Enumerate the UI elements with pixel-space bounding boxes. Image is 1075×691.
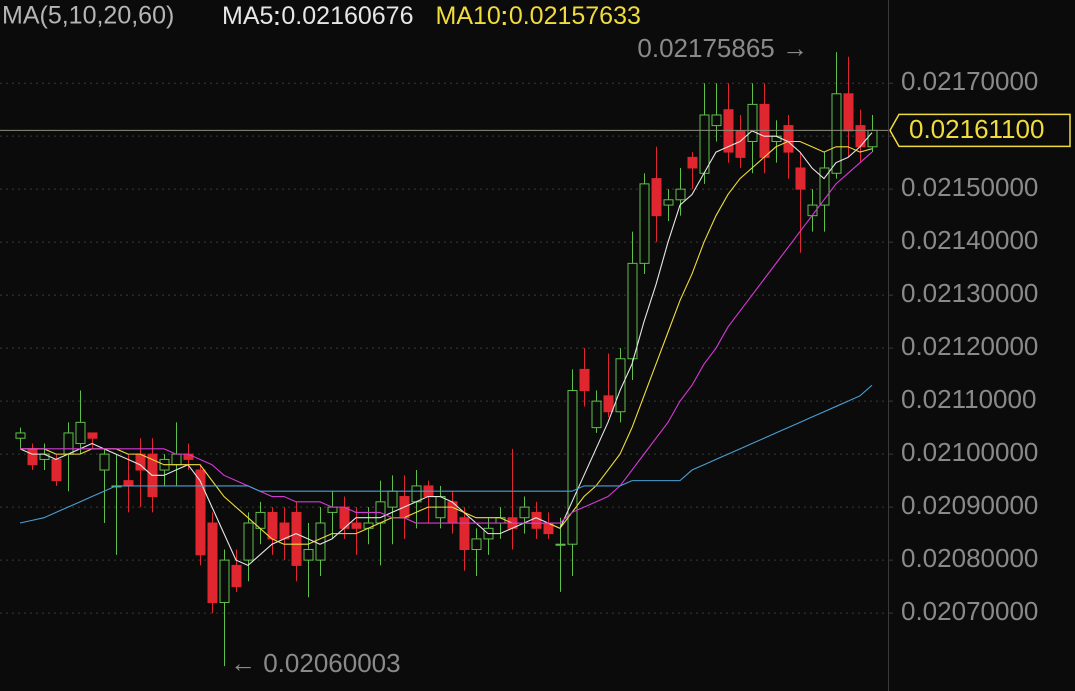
- y-tick-label: 0.02150000: [901, 172, 1038, 202]
- candle-body: [819, 167, 830, 206]
- candle-body: [195, 469, 206, 556]
- legend-name: MA5: [222, 2, 273, 30]
- candle-body: [291, 511, 302, 566]
- candle-body: [519, 506, 530, 519]
- legend-value: 0.02157633: [509, 2, 641, 30]
- candle-body: [315, 522, 326, 561]
- candle-body: [171, 453, 182, 466]
- candle-body: [843, 93, 854, 132]
- candle-body: [567, 390, 578, 545]
- candle-body: [243, 522, 254, 561]
- ma-line: [19, 130, 873, 567]
- candle-body: [627, 262, 638, 360]
- candle-body: [651, 178, 662, 217]
- y-tick-label: 0.02080000: [901, 543, 1038, 573]
- legend-value: 0.02160676: [281, 2, 413, 30]
- candle-body: [783, 125, 794, 153]
- indicator-label: MA(5,10,20,60): [2, 2, 174, 30]
- candle-body: [15, 432, 26, 439]
- candle-body: [27, 448, 38, 466]
- y-tick-label: 0.02100000: [901, 437, 1038, 467]
- candle-body: [855, 125, 866, 148]
- candle-body: [663, 199, 674, 206]
- candle-body: [759, 103, 770, 158]
- legend-entry: MA5 0.02160676: [222, 2, 414, 30]
- candle-body: [579, 368, 590, 392]
- candle-body: [471, 538, 482, 551]
- candle-body: [603, 395, 614, 413]
- candle-body: [327, 506, 338, 513]
- legend-separator-dot: [275, 11, 279, 14]
- y-tick-label: 0.02130000: [901, 278, 1038, 308]
- ma-line: [20, 151, 873, 524]
- overlay: 0.02161100 0.02175865 → ← 0.02060003: [0, 33, 1071, 678]
- low-annotation: ← 0.02060003: [230, 648, 401, 678]
- candle-body: [531, 511, 542, 529]
- candle-body: [639, 183, 650, 264]
- y-tick-label: 0.02140000: [901, 225, 1038, 255]
- legend-separator-dot: [502, 11, 506, 14]
- candle-body: [351, 522, 362, 529]
- candle-body: [711, 114, 722, 127]
- candle-body: [735, 130, 746, 158]
- candle-body: [267, 511, 278, 540]
- legend-separator-dot: [502, 22, 506, 25]
- candle-body: [723, 109, 734, 153]
- candle-body: [51, 458, 62, 482]
- legend-entry: MA10 0.02157633: [436, 2, 641, 30]
- candle-body: [123, 480, 134, 487]
- last-price-tag: [889, 113, 1071, 148]
- legend-separator-dot: [275, 22, 279, 25]
- y-tick-label: 0.02110000: [901, 384, 1036, 414]
- candle-body: [615, 358, 626, 413]
- candle-body: [831, 93, 842, 174]
- candle-body: [87, 432, 98, 439]
- candle-body: [747, 103, 758, 142]
- candle-body: [279, 522, 290, 540]
- candle-body: [75, 421, 86, 445]
- candle-body: [387, 490, 398, 508]
- candle-body: [795, 167, 806, 190]
- candle-body: [555, 543, 566, 546]
- candle-body: [459, 517, 470, 551]
- candle-body: [99, 453, 110, 471]
- candle-body: [699, 114, 710, 174]
- y-tick-label: 0.02170000: [901, 66, 1038, 96]
- candle-body: [231, 564, 242, 588]
- candle-body: [303, 549, 314, 561]
- legend-name: MA10: [436, 2, 501, 30]
- ma-lines: [19, 130, 873, 567]
- candle-body: [867, 129, 878, 148]
- candle-body: [687, 156, 698, 169]
- last-price-label: 0.02161100: [909, 114, 1044, 144]
- high-annotation: 0.02175865 →: [637, 33, 808, 63]
- candle-body: [219, 559, 230, 604]
- ma-line: [20, 140, 873, 545]
- candle-body: [63, 432, 74, 455]
- candle-body: [411, 485, 422, 503]
- y-tick-label: 0.02120000: [901, 331, 1038, 361]
- candle-body: [207, 522, 218, 604]
- candle-body: [675, 188, 686, 201]
- candle-body: [591, 400, 602, 429]
- y-tick-label: 0.02090000: [901, 490, 1038, 520]
- ma-line: [19, 384, 873, 524]
- y-tick-label: 0.02070000: [901, 596, 1038, 626]
